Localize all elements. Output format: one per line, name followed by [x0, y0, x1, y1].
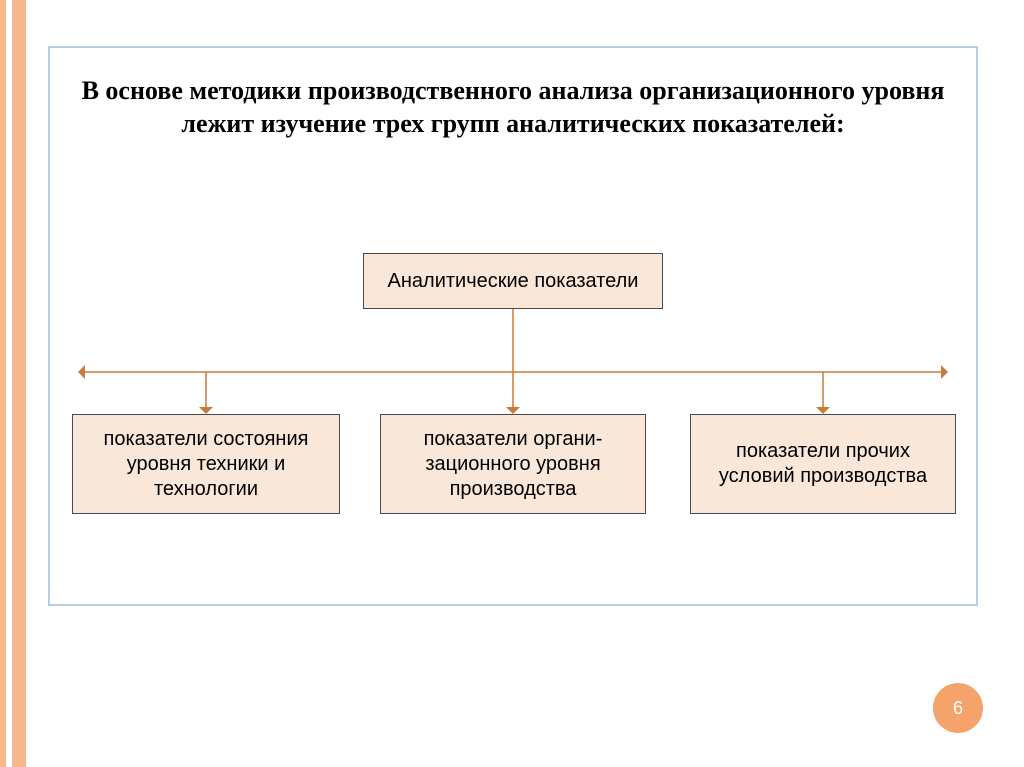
root-node: Аналитические показатели [363, 253, 663, 309]
child-node-2: показатели органи­зационного уровня прои… [380, 414, 646, 514]
slide-heading: В основе методики производственного анал… [60, 74, 966, 141]
left-accent-bars [0, 0, 26, 767]
accent-bar-thick [12, 0, 26, 767]
child-node-1: показатели состояния уровня техники и те… [72, 414, 340, 514]
child-node-3: показатели прочих условий производства [690, 414, 956, 514]
page-number-badge: 6 [933, 683, 983, 733]
